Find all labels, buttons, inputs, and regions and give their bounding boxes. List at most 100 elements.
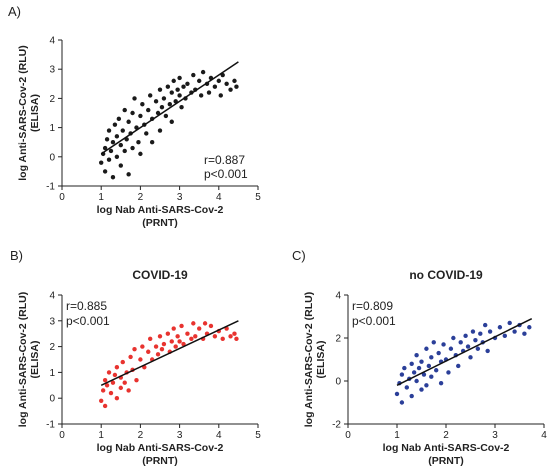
data-point-b	[159, 346, 165, 352]
data-point-a	[114, 154, 120, 159]
data-point-b	[185, 331, 190, 336]
data-point-c	[409, 361, 414, 366]
data-point-a	[110, 175, 116, 180]
data-point-a	[181, 84, 186, 89]
data-point-a	[228, 87, 233, 92]
data-point-a	[212, 84, 218, 89]
data-point-a	[177, 75, 182, 81]
data-point-b	[177, 339, 182, 344]
data-point-b	[106, 370, 112, 375]
data-point-c	[419, 359, 424, 364]
data-point-b	[104, 383, 110, 388]
x-axis-label-c: (PRNT)	[428, 455, 464, 467]
y-tick-label-b: 1	[49, 368, 55, 379]
data-point-c	[475, 346, 481, 351]
data-point-b	[165, 331, 171, 336]
data-point-b	[197, 326, 202, 331]
data-point-a	[197, 78, 202, 84]
data-point-c	[478, 331, 483, 336]
x-tick-label-c: 1	[394, 430, 400, 441]
p-value-a: p<0.001	[204, 167, 248, 181]
x-axis-label-b: log Nab Anti-SARS-Cov-2	[97, 442, 224, 454]
data-point-a	[122, 107, 127, 113]
data-point-a	[106, 128, 112, 133]
data-point-c	[434, 368, 439, 373]
data-point-c	[485, 348, 490, 354]
x-tick-label-b: 0	[59, 430, 65, 441]
data-point-b	[148, 336, 153, 342]
y-tick-label-c: -2	[332, 420, 341, 431]
x-tick-label-b: 2	[138, 430, 144, 441]
data-point-a	[161, 96, 167, 101]
panel-label-c: C)	[292, 248, 306, 263]
data-point-a	[171, 78, 176, 84]
y-tick-label-a: 2	[49, 94, 55, 105]
x-tick-label-b: 5	[255, 430, 261, 441]
data-point-a	[177, 93, 182, 98]
data-point-b	[112, 372, 118, 378]
data-point-a	[224, 81, 229, 87]
data-point-b	[99, 398, 104, 403]
data-point-c	[416, 365, 422, 371]
data-point-c	[458, 340, 463, 345]
data-point-c	[421, 372, 427, 377]
y-tick-label-a: 1	[49, 123, 55, 134]
data-point-c	[419, 387, 424, 392]
data-point-a	[179, 104, 184, 110]
y-axis-label-c: (ELISA)	[315, 341, 327, 379]
data-point-a	[169, 119, 174, 124]
data-point-b	[157, 334, 163, 339]
data-point-a	[167, 102, 172, 107]
x-axis-label-c: log Nab Anti-SARS-Cov-2	[383, 442, 510, 454]
data-point-b	[102, 377, 108, 383]
r-value-b: r=0.885	[66, 299, 107, 313]
data-point-c	[473, 337, 478, 343]
data-point-a	[140, 102, 145, 107]
data-point-c	[399, 372, 405, 377]
data-point-b	[134, 377, 139, 383]
x-tick-label-a: 3	[177, 192, 183, 203]
y-tick-label-c: 4	[335, 291, 341, 302]
x-tick-label-b: 1	[98, 430, 104, 441]
data-point-a	[144, 131, 149, 136]
data-point-c	[487, 329, 493, 334]
r-value-c: r=0.809	[352, 299, 393, 313]
y-tick-label-a: 4	[49, 36, 55, 47]
y-axis-label-b: log Anti-SARS-Cov-2 (RLU)	[17, 292, 29, 428]
x-tick-label-c: 0	[345, 430, 351, 441]
data-point-b	[153, 344, 159, 349]
data-point-c	[431, 340, 436, 345]
data-point-a	[130, 110, 135, 116]
data-point-c	[409, 393, 414, 399]
data-point-c	[527, 325, 532, 330]
data-point-a	[110, 140, 116, 145]
data-point-c	[404, 385, 409, 390]
x-tick-label-a: 5	[255, 192, 261, 203]
y-axis-label-a: log Anti-SARS-Cov-2 (RLU)	[17, 45, 29, 181]
y-tick-label-c: 2	[335, 334, 341, 345]
data-point-a	[112, 122, 118, 127]
data-point-c	[429, 355, 434, 360]
x-axis-label-b: (PRNT)	[142, 455, 178, 467]
data-point-b	[122, 380, 127, 385]
data-point-b	[175, 334, 180, 339]
data-point-a	[157, 128, 163, 133]
x-tick-label-c: 4	[541, 430, 547, 441]
data-point-c	[446, 370, 451, 375]
data-point-a	[234, 84, 239, 89]
data-point-c	[465, 344, 471, 349]
data-point-a	[120, 128, 125, 133]
data-point-a	[108, 148, 114, 154]
data-point-b	[234, 336, 239, 342]
y-axis-label-a: (ELISA)	[29, 94, 41, 132]
data-point-a	[138, 151, 143, 157]
x-tick-label-a: 0	[59, 192, 65, 203]
y-tick-label-a: -1	[46, 182, 55, 193]
data-point-a	[153, 99, 159, 104]
data-point-c	[483, 322, 488, 328]
data-point-a	[118, 142, 124, 148]
x-tick-label-a: 2	[138, 192, 144, 203]
y-tick-label-a: 3	[49, 65, 55, 76]
data-point-c	[414, 353, 419, 358]
